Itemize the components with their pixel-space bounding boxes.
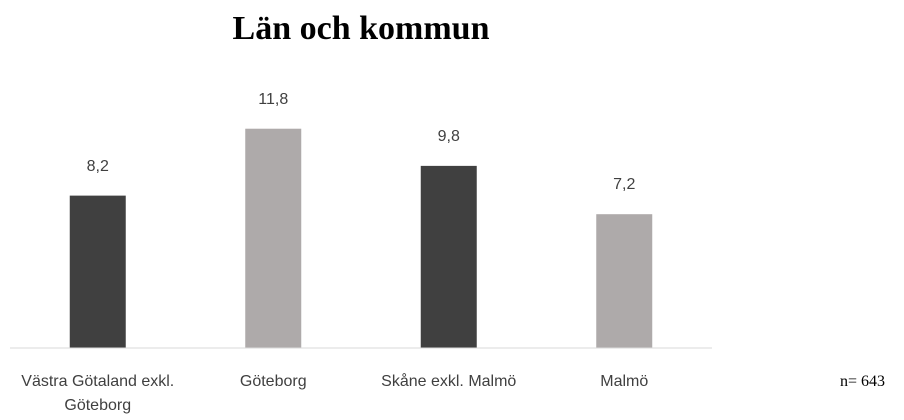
data-label: 9,8 xyxy=(437,127,460,145)
data-label: 11,8 xyxy=(258,90,289,108)
bar xyxy=(596,214,653,348)
bar xyxy=(69,195,126,348)
annotation: n= 643 xyxy=(840,373,886,390)
x-tick-label: Skåne exkl. Malmö xyxy=(381,373,517,390)
x-tick-label: Malmö xyxy=(600,373,649,390)
x-tick-label: Göteborg xyxy=(239,373,307,390)
data-label: 8,2 xyxy=(86,157,109,175)
data-label: 7,2 xyxy=(613,176,636,194)
bar xyxy=(245,128,302,348)
chart-title: Län och kommun xyxy=(232,10,490,47)
bar xyxy=(420,165,477,348)
x-tick-label: Västra Götaland exkl. Göteborg xyxy=(21,373,175,414)
